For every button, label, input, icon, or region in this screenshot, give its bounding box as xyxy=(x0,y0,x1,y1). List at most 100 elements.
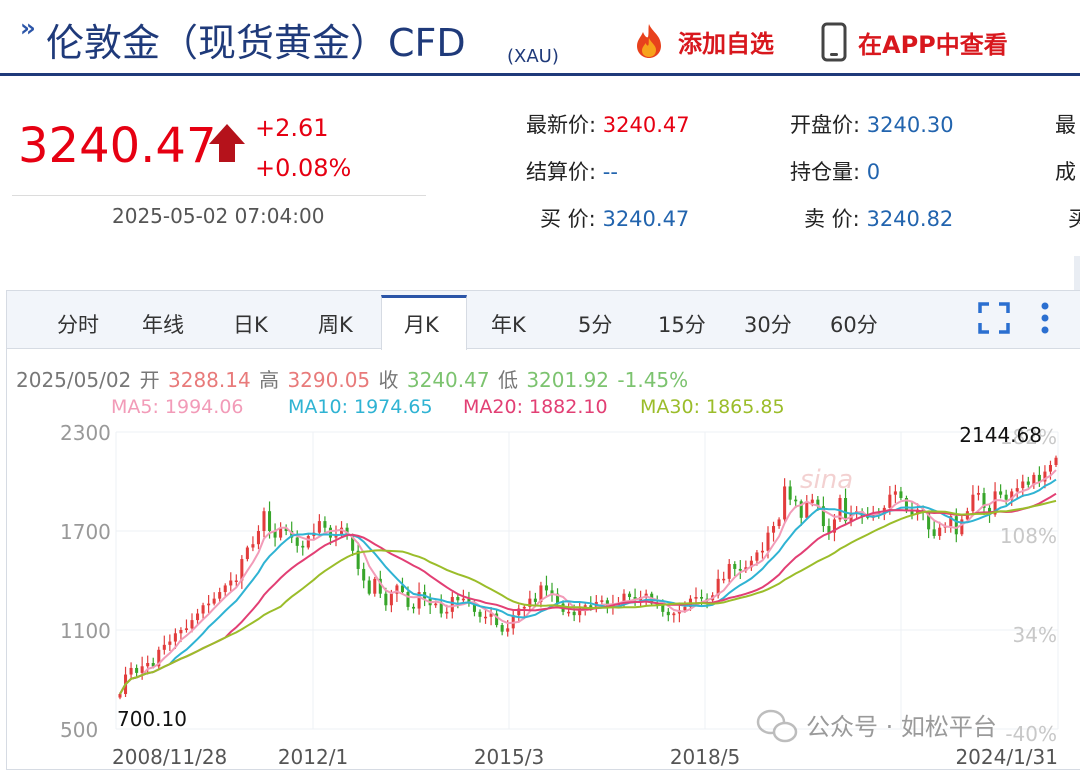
page-subtitle: (XAU) xyxy=(507,46,559,67)
candle-body xyxy=(196,613,200,621)
candle-body xyxy=(1043,471,1047,482)
candle-body xyxy=(589,605,593,609)
arrow-up-icon xyxy=(209,124,245,162)
tab-5min[interactable]: 5分 xyxy=(578,313,613,337)
candle-body xyxy=(472,603,476,612)
stat-settle-value: -- xyxy=(602,160,618,184)
candle-body xyxy=(661,605,665,612)
candle-body xyxy=(578,606,582,616)
candle-body xyxy=(1021,481,1025,489)
tab-daily-k[interactable]: 日K xyxy=(233,313,268,337)
candle-body xyxy=(971,494,975,512)
stat-clipped-3: 买 xyxy=(1068,203,1080,233)
candle-body xyxy=(949,516,953,527)
info-open-label: 开 xyxy=(139,368,160,392)
candle-body xyxy=(628,593,632,597)
candle-body xyxy=(993,491,997,515)
candle-body xyxy=(821,506,825,527)
tab-year-line[interactable]: 年线 xyxy=(142,313,184,337)
candle-body xyxy=(672,613,676,616)
candle-body xyxy=(400,585,404,593)
stat-open: 开盘价: 3240.30 xyxy=(790,109,954,139)
candle-body xyxy=(727,564,731,579)
candle-body xyxy=(832,519,836,533)
info-open: 3288.14 xyxy=(168,368,251,392)
candle-body xyxy=(378,578,382,594)
candle-body xyxy=(799,501,803,518)
candle-body xyxy=(412,606,416,609)
stat-ask-value: 3240.82 xyxy=(866,207,954,231)
candle-body xyxy=(988,507,992,515)
candle-body xyxy=(1048,465,1052,472)
last-price: 3240.47 xyxy=(18,118,217,174)
tab-weekly-k[interactable]: 周K xyxy=(318,313,353,337)
candle-body xyxy=(888,494,892,508)
ohlc-info: 2025/05/02 开 3288.14 高 3290.05 收 3240.47… xyxy=(16,364,690,393)
candle-body xyxy=(467,598,471,604)
candle-body xyxy=(960,519,964,535)
candle-body xyxy=(1015,488,1019,492)
candle-body xyxy=(772,526,776,533)
candle-body xyxy=(844,498,848,522)
candle-body xyxy=(1004,494,1008,500)
x-tick-label: 2015/3 xyxy=(474,745,544,769)
sina-watermark-text: sina xyxy=(800,465,853,495)
tab-monthly-k[interactable]: 月K xyxy=(404,313,439,337)
candle-body xyxy=(456,597,460,601)
pct-tick-label: 182% xyxy=(1000,425,1057,449)
stat-bid-value: 3240.47 xyxy=(602,207,690,231)
stat-clipped-3-label: 买 xyxy=(1068,207,1080,231)
x-tick-label: 2018/5 xyxy=(670,745,740,769)
candle-body xyxy=(827,526,831,533)
add-watchlist-button[interactable]: 添加自选 xyxy=(630,22,774,60)
stat-latest: 最新价: 3240.47 xyxy=(526,109,690,139)
tab-60min[interactable]: 60分 xyxy=(830,313,878,337)
candle-body xyxy=(1037,474,1041,482)
candle-body xyxy=(218,592,222,599)
candle-body xyxy=(522,606,526,609)
candle-body xyxy=(190,620,194,629)
add-watchlist-label: 添加自选 xyxy=(678,29,774,58)
candle-body xyxy=(550,590,554,594)
stat-position: 持仓量: 0 xyxy=(790,156,880,186)
tab-30min[interactable]: 30分 xyxy=(744,313,792,337)
candle-body xyxy=(904,498,908,510)
candle-body xyxy=(229,580,233,586)
candle-body xyxy=(478,611,482,617)
tab-intraday[interactable]: 分时 xyxy=(57,313,99,337)
max-price-label: 2144.68 xyxy=(959,423,1042,447)
y-tick-label: 2300 xyxy=(60,421,111,445)
candle-body xyxy=(234,580,238,582)
stat-position-label: 持仓量: xyxy=(790,160,861,184)
candle-body xyxy=(749,560,753,568)
candle-body xyxy=(810,499,814,503)
candle-body xyxy=(240,559,244,581)
y-tick-label: 500 xyxy=(60,718,98,742)
candle-body xyxy=(910,509,914,515)
candle-body xyxy=(700,597,704,599)
fullscreen-icon[interactable] xyxy=(978,302,1010,334)
candle-body xyxy=(367,580,371,594)
info-change-pct: -1.45% xyxy=(617,368,689,392)
x-tick-label: 2024/1/31 xyxy=(955,745,1058,769)
candle-body xyxy=(118,694,122,698)
candle-body xyxy=(201,605,205,614)
candle-body xyxy=(301,545,305,548)
candle-body xyxy=(290,531,294,538)
page-title: 伦敦金（现货黄金）CFD xyxy=(46,21,466,65)
candle-body xyxy=(351,535,355,551)
ma5-legend: MA5: 1994.06 xyxy=(111,396,244,418)
pct-tick-label: 34% xyxy=(1013,623,1057,647)
more-vertical-icon[interactable] xyxy=(1039,301,1051,335)
tab-yearly-k[interactable]: 年K xyxy=(491,313,526,337)
info-high: 3290.05 xyxy=(287,368,371,392)
candle-body xyxy=(251,544,255,548)
tab-15min[interactable]: 15分 xyxy=(658,313,706,337)
candle-body xyxy=(245,547,249,560)
view-in-app-button[interactable]: 在APP中查看 xyxy=(820,22,1008,62)
candle-body xyxy=(517,608,521,616)
candle-body xyxy=(323,521,327,528)
candle-body xyxy=(262,511,266,531)
ma20-line xyxy=(119,492,1057,695)
